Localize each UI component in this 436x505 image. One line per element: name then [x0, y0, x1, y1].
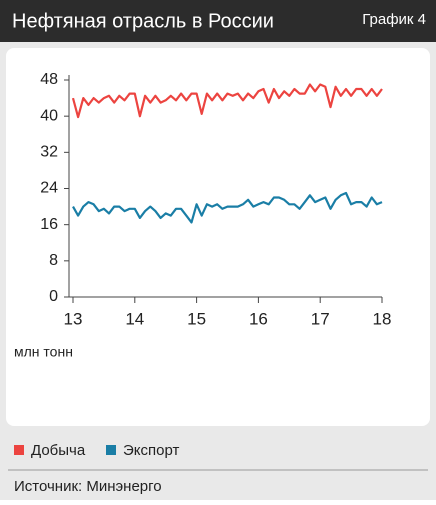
y-tick-label: 8 [49, 252, 58, 269]
panel [6, 48, 430, 426]
x-tick-label: 14 [125, 309, 144, 328]
legend-swatch [106, 445, 116, 455]
x-tick-label: 15 [187, 309, 206, 328]
legend-swatch [14, 445, 24, 455]
y-tick-label: 0 [49, 288, 58, 305]
badge: График 4 [362, 11, 426, 28]
legend-label: Добыча [31, 442, 86, 459]
source: Источник: Минэнерго [14, 478, 162, 495]
y-tick-label: 48 [40, 71, 58, 88]
y-tick-label: 24 [40, 180, 58, 197]
chart-title: Нефтяная отрасль в России [12, 10, 274, 32]
x-tick-label: 16 [249, 309, 268, 328]
y-tick-label: 16 [40, 216, 58, 233]
header [0, 0, 436, 42]
series-line [72, 191, 383, 224]
y-tick-label: 32 [40, 144, 58, 161]
x-tick-label: 13 [64, 309, 83, 328]
x-tick-label: 18 [373, 309, 392, 328]
series-line [71, 83, 383, 119]
y-tick-label: 40 [40, 107, 58, 124]
legend-label: Экспорт [123, 442, 179, 459]
y-label: млн тонн [14, 344, 73, 360]
x-tick-label: 17 [311, 309, 330, 328]
